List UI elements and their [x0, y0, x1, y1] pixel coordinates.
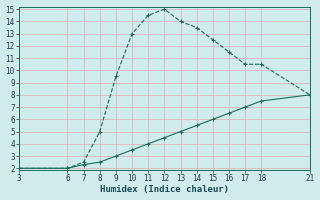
X-axis label: Humidex (Indice chaleur): Humidex (Indice chaleur) [100, 185, 229, 194]
